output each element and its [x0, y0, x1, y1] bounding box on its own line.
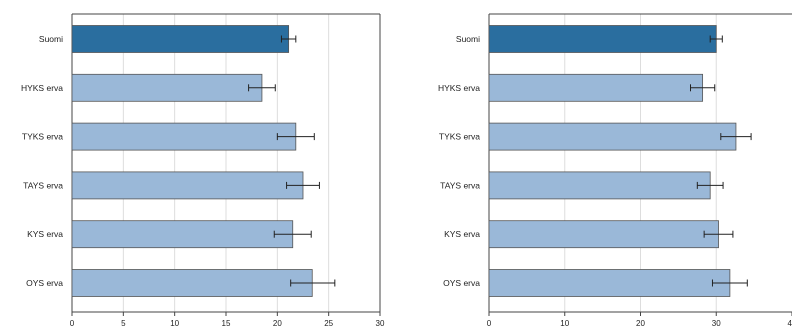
x-tick-label: 30	[712, 319, 721, 328]
x-tick-label: 20	[273, 319, 282, 328]
x-tick-label: 15	[222, 319, 231, 328]
x-tick-label: 25	[324, 319, 333, 328]
x-tick-label: 40	[788, 319, 792, 328]
x-tick-label: 10	[170, 319, 179, 328]
category-label: HYKS erva	[438, 83, 480, 93]
category-label: Suomi	[39, 34, 63, 44]
x-tick-label: 0	[487, 319, 492, 328]
category-label: TAYS erva	[23, 180, 63, 190]
bar-tyks-erva	[488, 122, 737, 151]
x-tick-label: 0	[70, 319, 75, 328]
category-label: KYS erva	[444, 229, 480, 239]
category-label: OYS erva	[26, 278, 63, 288]
bar-kys-erva	[71, 220, 294, 249]
bar-oys-erva	[488, 269, 731, 297]
bar-oys-erva	[71, 269, 313, 297]
category-label: TYKS erva	[22, 132, 63, 142]
bar-kys-erva	[488, 220, 719, 249]
category-label: Suomi	[456, 34, 480, 44]
category-label: OYS erva	[443, 278, 480, 288]
x-tick-label: 5	[121, 319, 126, 328]
category-label: TAYS erva	[440, 180, 480, 190]
chart-left: 0 5 10 15 20 25 30 Suomi HYKS erva TYKS erva TAYS …	[21, 13, 385, 328]
x-tick-label: 10	[560, 319, 569, 328]
bar-hyks-erva	[488, 73, 704, 102]
x-tick-label: 30	[376, 319, 385, 328]
bar-suomi	[488, 25, 717, 53]
x-tick-label: 20	[636, 319, 645, 328]
category-label: KYS erva	[27, 229, 63, 239]
bar-tays-erva	[71, 171, 304, 200]
bar-hyks-erva	[71, 73, 263, 102]
chart-right: 0 10 20 30 40 Suomi HYKS erva TYKS erva TAYS erv…	[438, 13, 792, 328]
category-label: HYKS erva	[21, 83, 63, 93]
bar-tyks-erva	[71, 122, 297, 151]
bar-suomi	[71, 25, 290, 53]
category-label: TYKS erva	[439, 132, 480, 142]
bar-tays-erva	[488, 171, 711, 200]
